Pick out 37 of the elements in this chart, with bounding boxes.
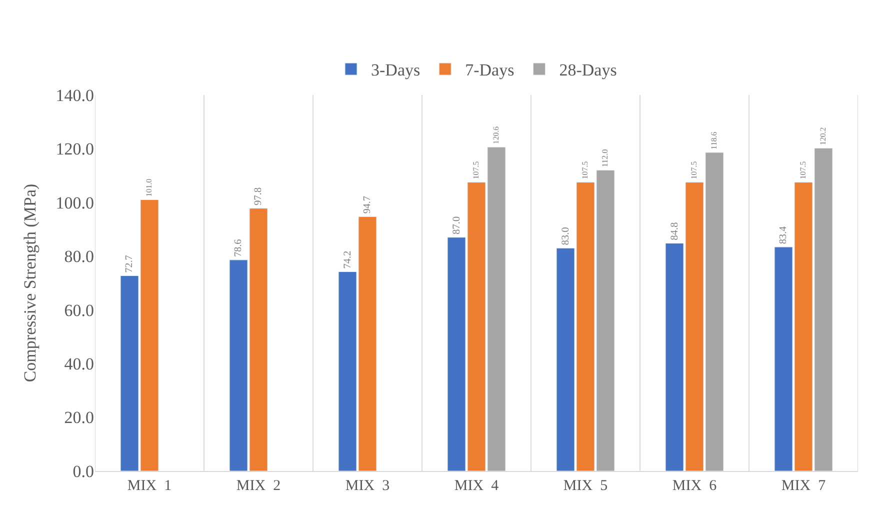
data-label: 83.0 (560, 227, 572, 246)
data-label: 83.4 (778, 226, 790, 244)
data-label: 118.6 (710, 132, 719, 150)
y-tick-label: 60.0 (64, 300, 94, 320)
y-tick-label: 40.0 (64, 354, 94, 374)
y-tick-label: 140.0 (56, 86, 94, 105)
data-label: 74.2 (342, 250, 354, 269)
data-label: 87.0 (451, 216, 462, 234)
x-tick-label: MIX 7 (781, 478, 826, 494)
y-tick-label: 0.0 (72, 462, 94, 481)
x-tick-label: MIX 2 (236, 478, 281, 494)
x-tick-label: MIX 6 (672, 478, 718, 494)
legend-label: 7-Days (465, 60, 514, 80)
y-tick-label: 80.0 (64, 247, 94, 266)
data-label: 107.5 (690, 161, 699, 180)
y-axis-title: Compressive Strength (MPa) (20, 184, 40, 382)
data-label: 120.6 (492, 126, 501, 144)
data-label: 72.7 (124, 255, 136, 273)
x-tick-label: MIX 1 (127, 478, 172, 494)
data-label: 107.5 (580, 161, 590, 180)
data-label: 94.7 (362, 196, 374, 214)
data-label: 107.5 (798, 161, 808, 180)
x-tick-label: MIX 3 (345, 478, 390, 494)
y-tick-label: 20.0 (64, 408, 94, 428)
data-label: 101.0 (144, 178, 154, 197)
x-tick-label: MIX 4 (454, 478, 500, 494)
data-label: 97.8 (253, 187, 264, 206)
data-label: 84.8 (669, 222, 680, 240)
data-label: 120.2 (818, 127, 828, 146)
x-tick-label: MIX 5 (563, 478, 608, 494)
legend-label: 28-Days (559, 60, 617, 80)
y-tick-label: 120.0 (56, 140, 94, 159)
y-tick-label: 100.0 (56, 193, 94, 212)
legend-label: 3-Days (371, 60, 420, 80)
data-label: 112.0 (600, 149, 610, 168)
data-label: 78.6 (233, 239, 244, 257)
data-label: 107.5 (472, 161, 481, 180)
